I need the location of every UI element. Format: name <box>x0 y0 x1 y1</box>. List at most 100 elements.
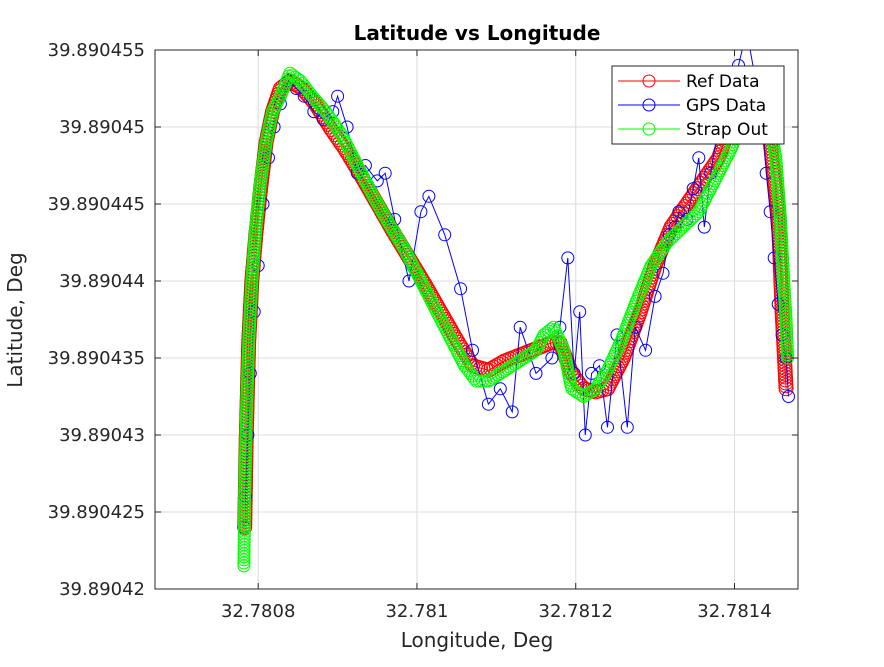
data-point-ref-data <box>681 193 697 209</box>
y-tick-label: 39.89045 <box>59 117 145 138</box>
data-point-strap-out <box>690 207 703 221</box>
x-tick-label: 32.781 <box>385 601 448 622</box>
data-point-gps-data <box>692 151 706 165</box>
y-axis-label: Latitude, Deg <box>3 252 27 387</box>
legend-marker-gps-data <box>642 98 656 112</box>
data-point-gps-data <box>297 89 311 103</box>
data-point-strap-out <box>671 225 685 238</box>
data-point-gps-data <box>505 405 519 419</box>
data-point-ref-data <box>684 188 700 204</box>
data-point-gps-data <box>686 182 700 196</box>
data-point-strap-out <box>272 92 286 106</box>
data-point-gps-data <box>422 189 436 203</box>
y-tick-label: 39.890435 <box>48 348 145 369</box>
data-point-gps-data <box>656 266 670 280</box>
data-point-strap-out <box>667 229 681 243</box>
data-point-strap-out <box>612 338 626 352</box>
data-point-strap-out <box>607 349 621 363</box>
data-point-strap-out <box>662 233 676 247</box>
data-point-strap-out <box>676 220 690 234</box>
data-point-strap-out <box>685 211 699 225</box>
data-point-gps-data <box>481 397 495 411</box>
ticks: 32.7808 32.781 32.7812 32.7814 39.89042 39.89… <box>48 40 798 622</box>
data-point-strap-out <box>781 348 795 362</box>
data-point-gps-data <box>513 320 527 334</box>
data-point-ref-data <box>682 191 698 207</box>
data-point-gps-data <box>331 89 345 103</box>
legend-label-gps-data: GPS Data <box>686 96 766 116</box>
data-point-ref-data <box>778 381 794 397</box>
data-point-gps-data <box>782 390 795 403</box>
data-point-gps-data <box>573 305 587 319</box>
data-point-gps-data <box>639 343 653 357</box>
x-tick-label: 32.7808 <box>221 601 295 622</box>
data-point-strap-out <box>603 358 617 372</box>
y-tick-label: 39.890445 <box>48 194 145 215</box>
data-point-strap-out <box>660 236 674 249</box>
y-tick-label: 39.890425 <box>48 502 145 523</box>
data-point-strap-out <box>291 72 305 86</box>
data-point-strap-out <box>680 216 694 230</box>
y-tick-label: 39.89043 <box>59 425 145 446</box>
data-point-gps-data <box>438 228 452 242</box>
data-point-gps-data <box>697 220 711 234</box>
data-point-gps-data <box>529 366 543 380</box>
y-tick-label: 39.89042 <box>59 579 145 600</box>
legend-label-ref-data: Ref Data <box>686 72 760 92</box>
y-tick-label: 39.89044 <box>59 271 145 292</box>
data-point-gps-data <box>771 297 785 311</box>
data-point-strap-out <box>611 341 625 355</box>
data-point-gps-data <box>585 366 599 380</box>
data-point-strap-out <box>634 283 648 297</box>
data-point-strap-out <box>542 324 556 338</box>
data-point-gps-data <box>738 36 750 48</box>
data-point-gps-data <box>378 166 392 180</box>
legend-marker-strap-out <box>642 122 656 136</box>
chart-title: Latitude vs Longitude <box>354 21 601 45</box>
legend-entry-ref-data: Ref Data <box>618 72 760 92</box>
data-point-strap-out <box>606 352 620 366</box>
data-point-strap-out <box>780 342 794 356</box>
data-point-strap-out <box>574 388 588 402</box>
data-point-strap-out <box>665 231 679 245</box>
data-point-strap-out <box>678 218 692 232</box>
legend-entry-strap-out: Strap Out <box>618 120 768 140</box>
data-point-gps-data <box>704 166 718 180</box>
legend-marker-ref-data <box>642 74 656 88</box>
plot-frame <box>154 49 799 590</box>
data-point-strap-out <box>473 374 486 388</box>
data-point-strap-out <box>608 347 622 360</box>
data-point-strap-out <box>602 361 616 374</box>
x-axis-label: Longitude, Deg <box>401 628 554 652</box>
data-point-strap-out <box>683 214 697 227</box>
y-tick-label: 39.890455 <box>48 40 145 61</box>
data-point-strap-out <box>614 335 627 349</box>
data-point-gps-data <box>545 351 559 365</box>
data-point-gps-data <box>561 251 575 265</box>
legend-label-strap-out: Strap Out <box>686 120 768 140</box>
x-tick-label: 32.7812 <box>539 601 613 622</box>
data-point-ref-data <box>679 196 695 212</box>
data-point-strap-out <box>641 267 655 281</box>
data-point-gps-data <box>620 420 634 434</box>
data-point-gps-data <box>493 382 507 396</box>
data-point-gps-data <box>358 159 372 172</box>
data-point-gps-data <box>648 289 662 303</box>
data-point-gps-data <box>578 428 592 442</box>
legend-entry-gps-data: GPS Data <box>618 96 766 116</box>
data-point-strap-out <box>669 227 683 241</box>
legend: Ref Data GPS Data Strap Out <box>611 65 785 145</box>
data-point-gps-data <box>601 420 614 434</box>
x-tick-label: 32.7814 <box>697 601 771 622</box>
data-point-gps-data <box>672 205 686 219</box>
data-point-strap-out <box>601 363 614 377</box>
data-point-strap-out <box>610 344 624 358</box>
data-point-strap-out <box>552 332 566 346</box>
data-point-strap-out <box>527 345 541 359</box>
data-point-gps-data <box>743 36 755 48</box>
data-point-gps-data <box>454 282 468 296</box>
data-point-strap-out <box>604 355 618 369</box>
data-point-gps-data <box>414 205 428 219</box>
